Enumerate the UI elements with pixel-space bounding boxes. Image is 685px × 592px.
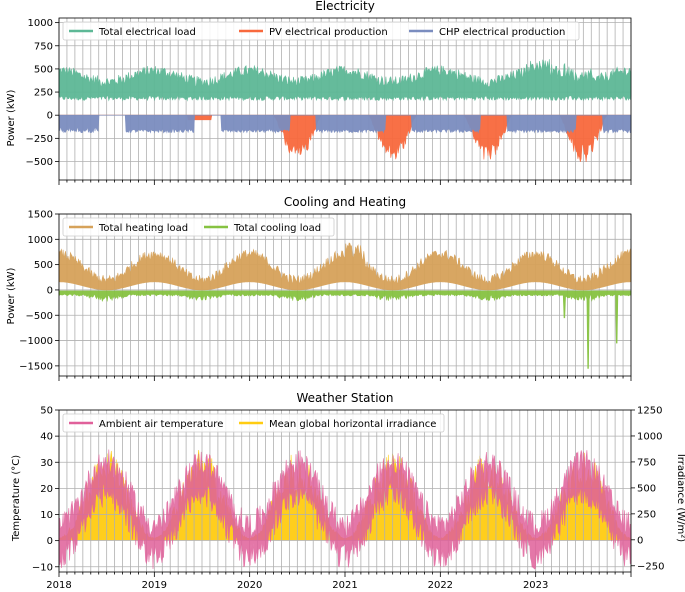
y-tick-label: 0 bbox=[47, 285, 53, 296]
panel-weather-station: Weather Station Temperature (°C) Irradia… bbox=[11, 391, 685, 591]
y-tick-label: −500 bbox=[26, 157, 53, 168]
y-tick-label: 1000 bbox=[28, 235, 53, 246]
y-tick-label: −500 bbox=[26, 311, 53, 322]
legend-label: Total electrical load bbox=[98, 27, 196, 38]
x-tick-label: 2019 bbox=[142, 580, 167, 591]
y-axis-label: Temperature (°C) bbox=[11, 455, 22, 542]
x-tick-label: 2020 bbox=[237, 580, 262, 591]
legend-label: Total cooling load bbox=[233, 223, 321, 234]
y-tick-label: 0 bbox=[47, 111, 53, 122]
panel-title: Weather Station bbox=[296, 391, 393, 405]
y-tick-label: 1000 bbox=[28, 18, 53, 29]
legend-box bbox=[62, 21, 580, 41]
y-tick-label: 1500 bbox=[28, 210, 53, 221]
panel-title: Cooling and Heating bbox=[284, 195, 406, 209]
x-tick-label: 2018 bbox=[46, 580, 71, 591]
y-tick-label-right: 750 bbox=[637, 457, 656, 468]
x-tick-label: 2022 bbox=[428, 580, 453, 591]
y-tick-label-right: 500 bbox=[637, 483, 656, 494]
legend: Ambient air temperature Mean global horiz… bbox=[62, 413, 445, 433]
legend-label: Mean global horizontal irradiance bbox=[269, 419, 436, 430]
y-tick-label: −1000 bbox=[19, 336, 53, 347]
y-axis-label: Power (kW) bbox=[6, 89, 17, 146]
legend-label: Ambient air temperature bbox=[99, 419, 223, 430]
y-tick-label: 50 bbox=[40, 406, 53, 417]
x-tick-label: 2023 bbox=[523, 580, 548, 591]
panel-electricity: Electricity Power (kW) −500 −250 0 250 500 75… bbox=[6, 0, 632, 185]
legend-label: PV electrical production bbox=[269, 27, 388, 38]
legend-box bbox=[62, 217, 335, 237]
series-chp-electrical-production bbox=[58, 114, 632, 134]
panel-title: Electricity bbox=[315, 0, 375, 13]
y-tick-label: 10 bbox=[40, 510, 53, 521]
legend-label: Total heating load bbox=[98, 223, 188, 234]
y-tick-label: −250 bbox=[26, 134, 53, 145]
legend: Total electrical load PV electrical produ… bbox=[62, 21, 580, 41]
y-tick-label-right: 1000 bbox=[637, 431, 662, 442]
y-tick-label: 0 bbox=[47, 536, 53, 547]
y-tick-label-right: −250 bbox=[637, 561, 664, 572]
x-tick-label: 2021 bbox=[332, 580, 357, 591]
y-tick-label: 20 bbox=[40, 484, 53, 495]
legend: Total heating load Total cooling load bbox=[62, 217, 335, 237]
y-tick-label: 30 bbox=[40, 458, 53, 469]
y-axis-label: Power (kW) bbox=[6, 267, 17, 324]
y-tick-label: −10 bbox=[32, 562, 53, 573]
y-tick-label-right: 0 bbox=[637, 535, 643, 546]
y-tick-label: 750 bbox=[34, 41, 53, 52]
y-tick-label-right: 250 bbox=[637, 509, 656, 520]
panel-cooling-heating: Cooling and Heating Power (kW) −1500 −100… bbox=[6, 195, 632, 381]
legend-label: CHP electrical production bbox=[439, 27, 565, 38]
y-tick-label: 40 bbox=[40, 432, 53, 443]
y-tick-label: 500 bbox=[34, 260, 53, 271]
y-axis-label-right: Irradiance (W/m²) bbox=[675, 454, 685, 542]
y-tick-label-right: 1250 bbox=[637, 406, 662, 417]
y-tick-label: 500 bbox=[34, 64, 53, 75]
y-tick-label: 250 bbox=[34, 88, 53, 99]
y-tick-label: −1500 bbox=[19, 361, 53, 372]
